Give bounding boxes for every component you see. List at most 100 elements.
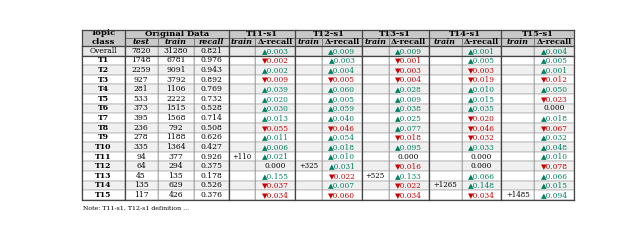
Text: 45: 45 <box>136 172 146 180</box>
Bar <box>295 161 322 171</box>
Text: train: train <box>231 38 253 46</box>
Bar <box>157 123 194 133</box>
Bar <box>502 123 534 133</box>
Bar <box>81 94 125 104</box>
Bar <box>502 104 534 113</box>
Bar <box>388 171 429 181</box>
Text: 0.508: 0.508 <box>200 124 222 132</box>
Bar <box>534 152 575 161</box>
Bar <box>322 123 362 133</box>
Text: ▼0.034: ▼0.034 <box>395 191 422 199</box>
Bar <box>322 38 362 46</box>
Bar <box>362 123 388 133</box>
Text: ▲0.054: ▲0.054 <box>328 133 355 141</box>
Text: Original Data: Original Data <box>145 30 209 38</box>
Bar <box>429 133 461 142</box>
Text: T1: T1 <box>97 56 109 64</box>
Text: ▼0.055: ▼0.055 <box>262 124 289 132</box>
Text: ▲0.007: ▲0.007 <box>328 181 355 189</box>
Text: ▲0.010: ▲0.010 <box>328 153 355 161</box>
Text: 278: 278 <box>134 133 148 141</box>
Bar <box>388 142 429 152</box>
Bar <box>295 38 322 46</box>
Bar <box>388 161 429 171</box>
Bar <box>81 152 125 161</box>
Text: 1515: 1515 <box>166 105 186 113</box>
Text: 377: 377 <box>168 153 183 161</box>
Text: ▲0.040: ▲0.040 <box>328 114 355 122</box>
Bar <box>461 46 502 55</box>
Text: ▼0.012: ▼0.012 <box>541 76 568 84</box>
Bar <box>502 181 534 190</box>
Bar <box>322 161 362 171</box>
Bar <box>322 46 362 55</box>
Bar <box>228 38 255 46</box>
Bar <box>461 113 502 123</box>
Bar <box>255 46 295 55</box>
Bar <box>502 65 534 75</box>
Text: ▼0.032: ▼0.032 <box>468 133 495 141</box>
Bar <box>322 190 362 200</box>
Bar <box>295 171 322 181</box>
Bar <box>502 38 534 46</box>
Bar <box>534 65 575 75</box>
Bar <box>461 133 502 142</box>
Text: 0.626: 0.626 <box>200 133 222 141</box>
Bar <box>125 65 157 75</box>
Bar <box>157 65 194 75</box>
Text: +1485: +1485 <box>506 191 530 199</box>
Bar <box>429 38 461 46</box>
Text: ▲0.030: ▲0.030 <box>262 105 289 113</box>
Bar <box>125 104 157 113</box>
Text: T4: T4 <box>97 85 109 93</box>
Bar <box>228 142 255 152</box>
Bar <box>255 142 295 152</box>
Bar <box>362 190 388 200</box>
Bar <box>502 133 534 142</box>
Bar <box>295 55 322 65</box>
Bar <box>255 133 295 142</box>
Text: T12: T12 <box>95 162 111 170</box>
Bar <box>322 113 362 123</box>
Text: ▼0.067: ▼0.067 <box>541 124 568 132</box>
Text: T11-s1: T11-s1 <box>246 30 278 38</box>
Bar <box>194 171 228 181</box>
Text: 1748: 1748 <box>131 56 151 64</box>
Bar <box>362 181 388 190</box>
Text: ▼0.003: ▼0.003 <box>468 66 495 74</box>
Bar <box>157 190 194 200</box>
Bar <box>534 171 575 181</box>
Bar <box>295 113 322 123</box>
Text: Note: T11-s1, T12-s1 definition ...: Note: T11-s1, T12-s1 definition ... <box>83 206 189 211</box>
Text: T14: T14 <box>95 181 111 189</box>
Bar <box>534 75 575 84</box>
Text: 0.769: 0.769 <box>200 85 222 93</box>
Text: 1188: 1188 <box>166 133 186 141</box>
Text: ▲0.094: ▲0.094 <box>541 191 568 199</box>
Bar <box>461 104 502 113</box>
Bar <box>228 161 255 171</box>
Bar <box>429 190 461 200</box>
Bar <box>502 152 534 161</box>
Text: train: train <box>507 38 529 46</box>
Bar <box>81 113 125 123</box>
Text: 0.943: 0.943 <box>200 66 222 74</box>
Bar <box>534 161 575 171</box>
Text: ▲0.035: ▲0.035 <box>468 105 495 113</box>
Text: train: train <box>298 38 319 46</box>
Bar <box>429 65 461 75</box>
Text: T2: T2 <box>98 66 109 74</box>
Bar <box>81 190 125 200</box>
Bar <box>461 142 502 152</box>
Text: Δ-recall: Δ-recall <box>391 38 426 46</box>
Text: 64: 64 <box>136 162 146 170</box>
Text: test: test <box>132 38 150 46</box>
Bar <box>502 190 534 200</box>
Text: 0.000: 0.000 <box>471 153 492 161</box>
Bar <box>157 142 194 152</box>
Bar <box>502 94 534 104</box>
Bar <box>388 84 429 94</box>
Text: ▲0.018: ▲0.018 <box>328 143 355 151</box>
Text: ▼0.020: ▼0.020 <box>468 114 495 122</box>
Text: ▲0.066: ▲0.066 <box>541 172 568 180</box>
